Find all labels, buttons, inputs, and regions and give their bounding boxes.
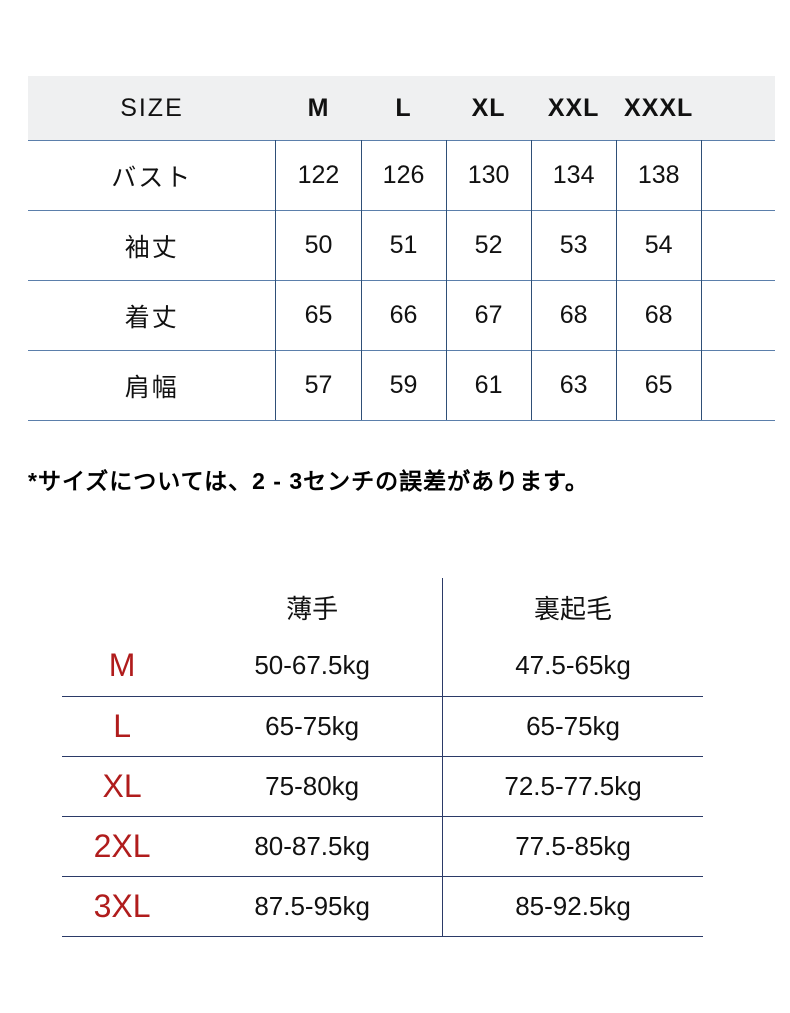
size-table-header-l: L (361, 76, 447, 141)
size-cell-sleeve-l: 51 (361, 210, 447, 281)
weight-thin-l: 65-75kg (182, 696, 444, 757)
weight-fleece-l: 65-75kg (442, 696, 703, 757)
weight-thin-2xl: 80-87.5kg (182, 816, 444, 877)
table-row: 着丈 65 66 67 68 68 (28, 280, 775, 351)
size-row-label-bust: バスト (28, 140, 277, 211)
size-cell-bust-xxxl: 138 (616, 140, 702, 211)
weight-size-label-3xl: 3XL (62, 876, 183, 937)
size-cell-sleeve-xxl: 53 (531, 210, 617, 281)
weight-table-body: M 50-67.5kg 47.5-65kg L 65-75kg 65-75kg … (62, 636, 703, 937)
weight-thin-xl: 75-80kg (182, 756, 444, 817)
weight-table-header-spacer (62, 578, 182, 636)
table-row: L 65-75kg 65-75kg (62, 696, 703, 757)
size-cell-bust-m: 122 (275, 140, 362, 211)
weight-guide-table-container: 薄手 裏起毛 M 50-67.5kg 47.5-65kg L 65-75kg 6… (62, 578, 703, 937)
table-row: XL 75-80kg 72.5-77.5kg (62, 756, 703, 817)
weight-size-label-m: M (62, 636, 183, 697)
size-cell-sleeve-xxxl: 54 (616, 210, 702, 281)
size-tolerance-note: *サイズについては、2 - 3センチの誤差があります。 (28, 468, 589, 494)
size-cell-shoulder-xxl: 63 (531, 350, 617, 421)
weight-fleece-xl: 72.5-77.5kg (442, 756, 703, 817)
weight-fleece-m: 47.5-65kg (442, 636, 703, 697)
size-cell-length-xxl: 68 (531, 280, 617, 351)
size-cell-bust-l: 126 (361, 140, 447, 211)
size-table-body: バスト 122 126 130 134 138 袖丈 50 51 52 53 5… (28, 140, 775, 421)
size-cell-shoulder-xl: 61 (446, 350, 532, 421)
size-table-header-row: SIZE M L XL XXL XXXL (28, 76, 775, 141)
size-cell-shoulder-spacer (701, 350, 775, 421)
weight-fleece-2xl: 77.5-85kg (442, 816, 703, 877)
size-table-head: SIZE M L XL XXL XXXL (28, 76, 775, 141)
size-table-header-xl: XL (446, 76, 532, 141)
table-row: バスト 122 126 130 134 138 (28, 140, 775, 211)
weight-thin-m: 50-67.5kg (182, 636, 444, 697)
size-cell-length-m: 65 (275, 280, 362, 351)
size-cell-length-xxxl: 68 (616, 280, 702, 351)
weight-table-header-row: 薄手 裏起毛 (62, 578, 703, 636)
table-row: 袖丈 50 51 52 53 54 (28, 210, 775, 281)
table-row: 2XL 80-87.5kg 77.5-85kg (62, 816, 703, 877)
size-cell-length-xl: 67 (446, 280, 532, 351)
weight-guide-table: 薄手 裏起毛 M 50-67.5kg 47.5-65kg L 65-75kg 6… (62, 578, 703, 937)
size-cell-length-l: 66 (361, 280, 447, 351)
weight-size-label-l: L (62, 696, 183, 757)
size-row-label-length: 着丈 (28, 280, 277, 351)
table-row: M 50-67.5kg 47.5-65kg (62, 636, 703, 697)
size-measurement-table: SIZE M L XL XXL XXXL バスト 122 126 130 134… (28, 76, 775, 421)
size-cell-length-spacer (701, 280, 775, 351)
size-row-label-shoulder: 肩幅 (28, 350, 277, 421)
weight-size-label-2xl: 2XL (62, 816, 183, 877)
size-cell-bust-spacer (701, 140, 775, 211)
weight-table-header-thin: 薄手 (182, 578, 444, 636)
size-cell-shoulder-l: 59 (361, 350, 447, 421)
table-row: 3XL 87.5-95kg 85-92.5kg (62, 876, 703, 937)
weight-size-label-xl: XL (62, 756, 183, 817)
size-table-header-spacer (701, 76, 775, 141)
weight-thin-3xl: 87.5-95kg (182, 876, 444, 937)
size-cell-shoulder-m: 57 (275, 350, 362, 421)
weight-table-head: 薄手 裏起毛 (62, 578, 703, 636)
weight-table-header-fleece: 裏起毛 (534, 593, 613, 624)
size-table-header-xxxl: XXXL (616, 76, 702, 141)
size-cell-sleeve-spacer (701, 210, 775, 281)
size-cell-sleeve-xl: 52 (446, 210, 532, 281)
size-table-header-xxl: XXL (531, 76, 617, 141)
size-cell-bust-xl: 130 (446, 140, 532, 211)
size-table-header-m: M (275, 76, 362, 141)
weight-fleece-3xl: 85-92.5kg (442, 876, 703, 937)
size-cell-bust-xxl: 134 (531, 140, 617, 211)
size-cell-shoulder-xxxl: 65 (616, 350, 702, 421)
size-cell-sleeve-m: 50 (275, 210, 362, 281)
size-measurement-table-container: SIZE M L XL XXL XXXL バスト 122 126 130 134… (28, 76, 775, 421)
size-row-label-sleeve: 袖丈 (28, 210, 277, 281)
table-row: 肩幅 57 59 61 63 65 (28, 350, 775, 421)
size-table-header-size: SIZE (28, 76, 276, 141)
